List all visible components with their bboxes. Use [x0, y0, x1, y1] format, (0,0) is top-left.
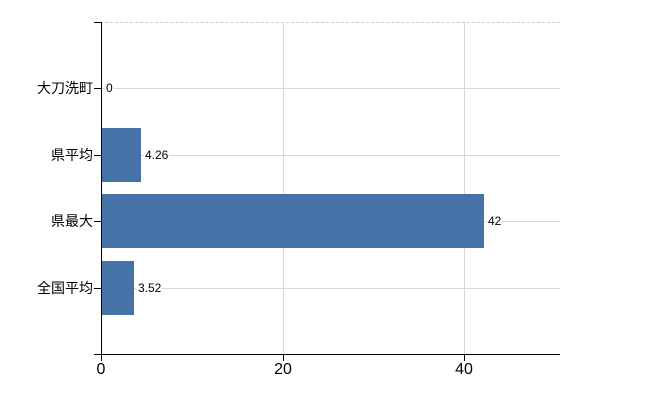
h-gridline	[102, 288, 560, 289]
y-axis-top-tick	[94, 22, 101, 23]
bar	[102, 128, 141, 182]
plot-top-border	[95, 22, 560, 23]
category-label: 大刀洗町	[37, 80, 93, 96]
category-label: 全国平均	[37, 280, 93, 296]
v-gridline	[464, 23, 466, 354]
x-tick-label: 40	[455, 361, 473, 378]
value-label: 3.52	[137, 280, 163, 296]
category-label: 県最大	[51, 213, 93, 229]
v-gridline	[282, 23, 284, 354]
h-gridline	[102, 88, 560, 89]
h-gridline	[102, 155, 560, 156]
x-tick	[464, 355, 465, 361]
x-tick-label: 20	[274, 361, 292, 378]
value-label: 42	[487, 213, 503, 229]
x-tick	[101, 355, 102, 361]
y-tick	[94, 155, 101, 156]
y-axis-line	[101, 22, 102, 360]
value-label: 0	[105, 80, 114, 96]
bar	[102, 194, 484, 248]
value-label: 4.26	[144, 147, 170, 163]
category-label: 県平均	[51, 147, 93, 163]
y-tick	[94, 288, 101, 289]
x-tick-label: 0	[96, 361, 106, 378]
x-axis-line	[94, 354, 560, 355]
y-tick	[94, 221, 101, 222]
bar	[102, 261, 134, 315]
x-tick	[283, 355, 284, 361]
y-tick	[94, 88, 101, 89]
